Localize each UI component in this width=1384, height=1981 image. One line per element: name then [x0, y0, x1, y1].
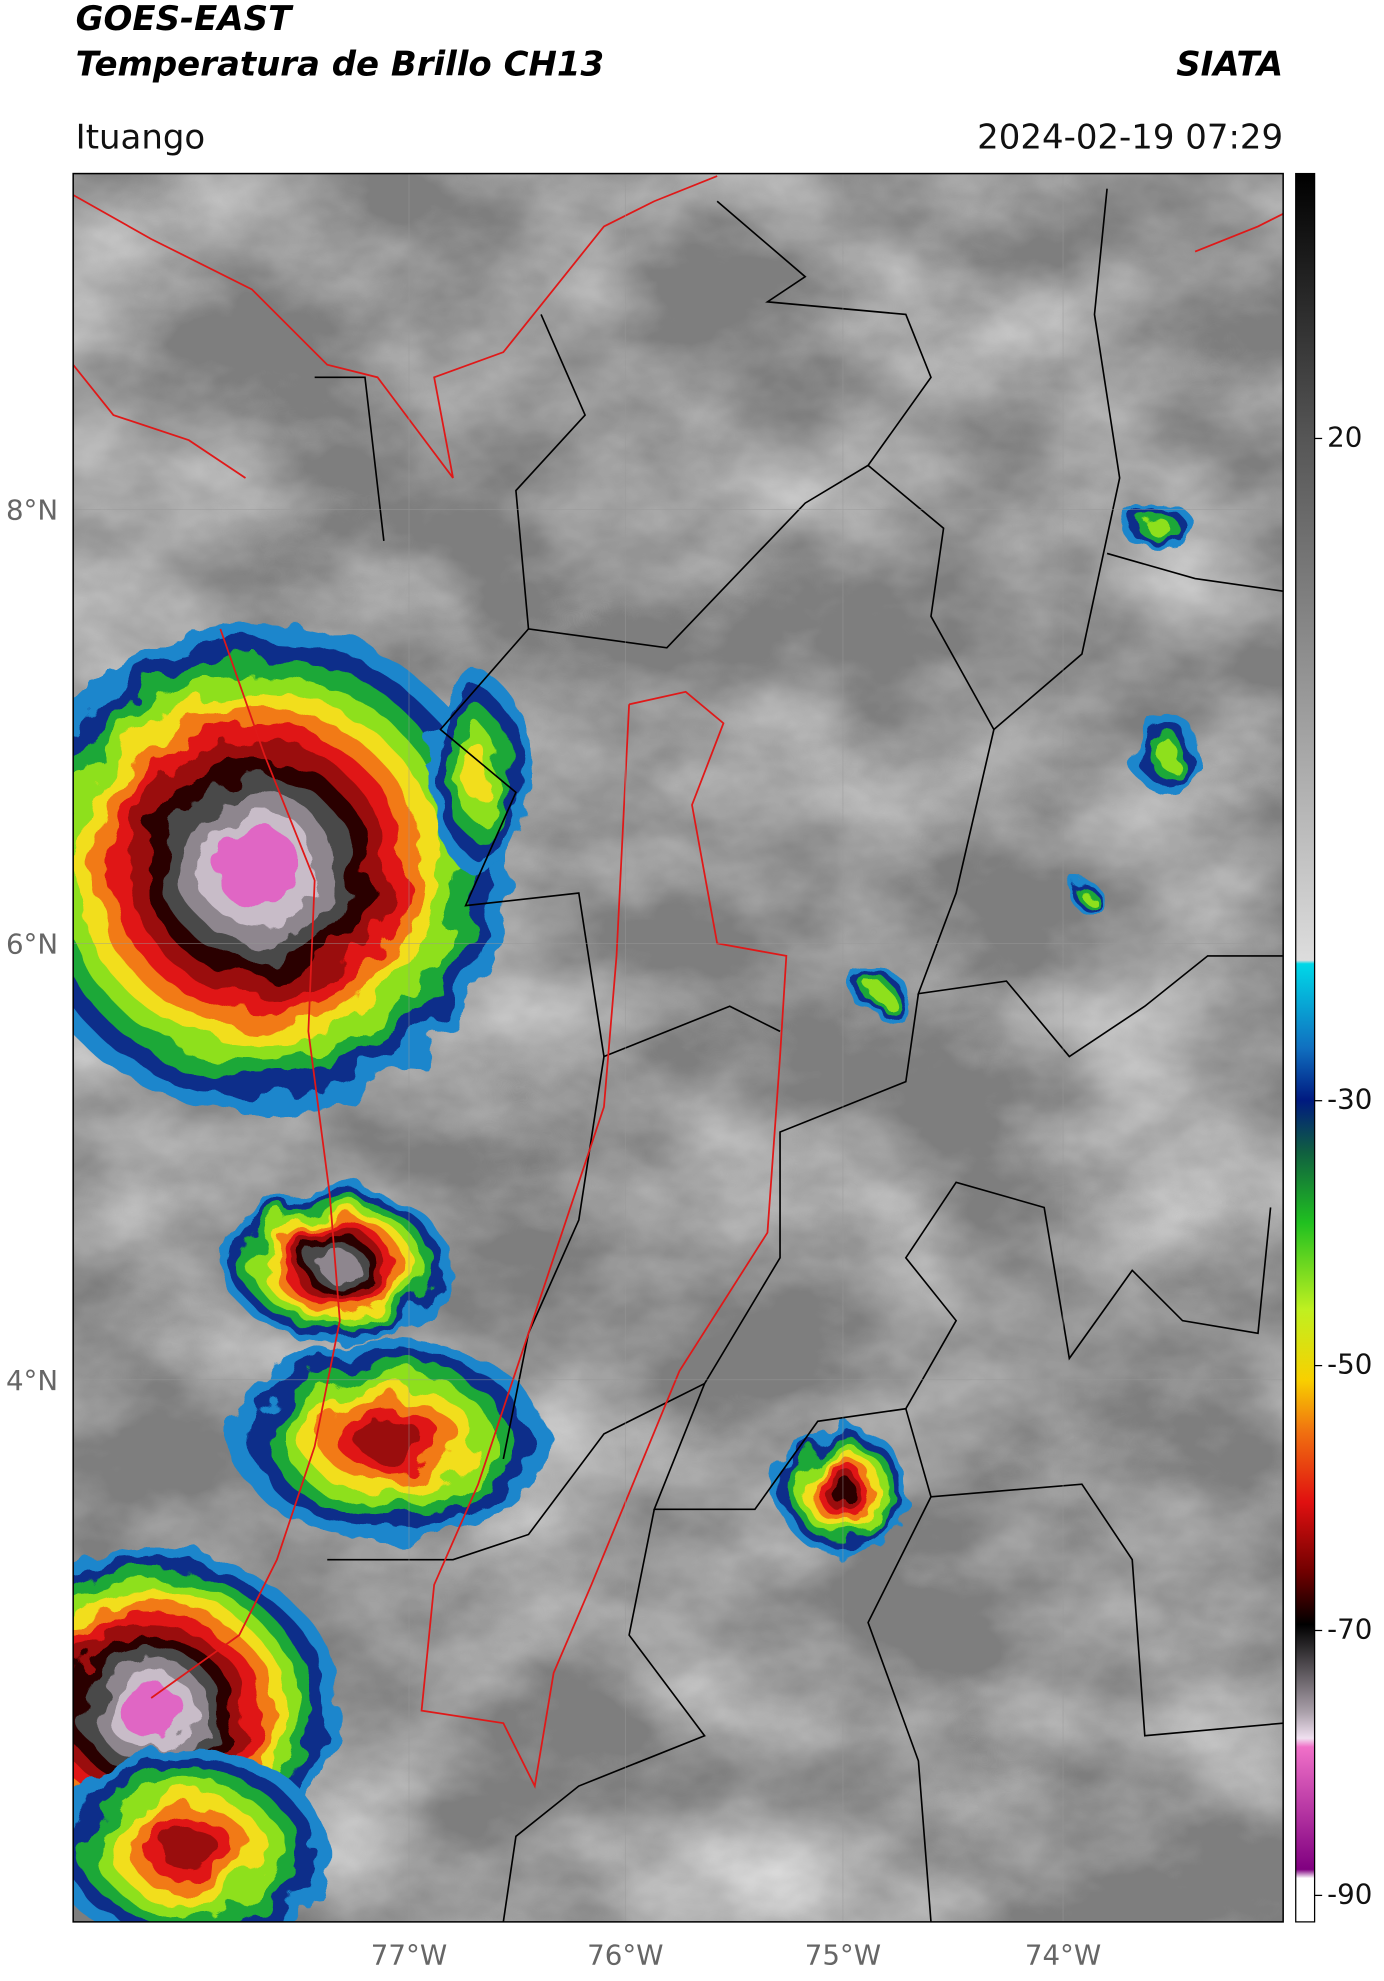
storm-layer: [356, 1418, 424, 1462]
lat-label: 4°N: [6, 1364, 58, 1397]
lat-label: 6°N: [6, 927, 58, 960]
coast-and-basin-lines: [73, 175, 1284, 1789]
title: GOES-EAST: [76, 0, 294, 39]
longitude-labels: 77°W 76°W 75°W 74°W: [371, 1939, 1101, 1972]
storm-layer: [119, 1682, 184, 1739]
graticule: [73, 173, 1284, 1922]
storm-cell: [73, 1748, 328, 1922]
colorbar-scale: [1295, 172, 1316, 1923]
storm-layer: [215, 826, 301, 910]
storm-layer: [1155, 741, 1179, 768]
storm-cell: [1119, 503, 1196, 549]
storm-cell: [232, 1339, 548, 1541]
storm-layer: [464, 745, 493, 802]
storm-layer: [871, 986, 890, 1002]
storm-cell: [427, 672, 529, 875]
lon-label: 74°W: [1025, 1939, 1101, 1972]
colorbar-tick-label: -70: [1327, 1612, 1372, 1645]
colorbar: 20 -30 -50 -70 -90: [1295, 172, 1372, 1923]
source: SIATA: [1176, 44, 1283, 84]
storms: [73, 503, 1203, 1922]
storm-layer: [159, 1827, 219, 1871]
subtitle: Temperatura de Brillo CH13: [76, 44, 604, 84]
latitude-labels: 8°N 6°N 4°N: [6, 493, 58, 1396]
storm-layer: [1080, 890, 1091, 901]
lat-label: 8°N: [6, 493, 58, 526]
storm-layer: [316, 1249, 358, 1279]
colorbar-tick-label: -90: [1327, 1877, 1372, 1910]
colorbar-tick-label: -50: [1327, 1348, 1372, 1381]
storm-cell: [224, 1186, 451, 1343]
lon-label: 76°W: [587, 1939, 663, 1972]
storm-cell: [1070, 880, 1101, 911]
storm-cell: [1132, 714, 1203, 795]
lon-label: 75°W: [805, 1939, 881, 1972]
department-borders: [314, 188, 1284, 1922]
colorbar-tick-label: 20: [1327, 420, 1362, 453]
storm-layer: [1145, 518, 1170, 534]
map-area: [73, 173, 1284, 1922]
storm-cell: [852, 971, 909, 1017]
lon-label: 77°W: [371, 1939, 447, 1972]
colorbar-tick-label: -30: [1327, 1083, 1372, 1116]
datetime: 2024-02-19 07:29: [977, 117, 1283, 157]
map-frame: [72, 172, 1284, 1923]
location: Ituango: [76, 117, 206, 157]
storm-cell: [73, 622, 510, 1114]
